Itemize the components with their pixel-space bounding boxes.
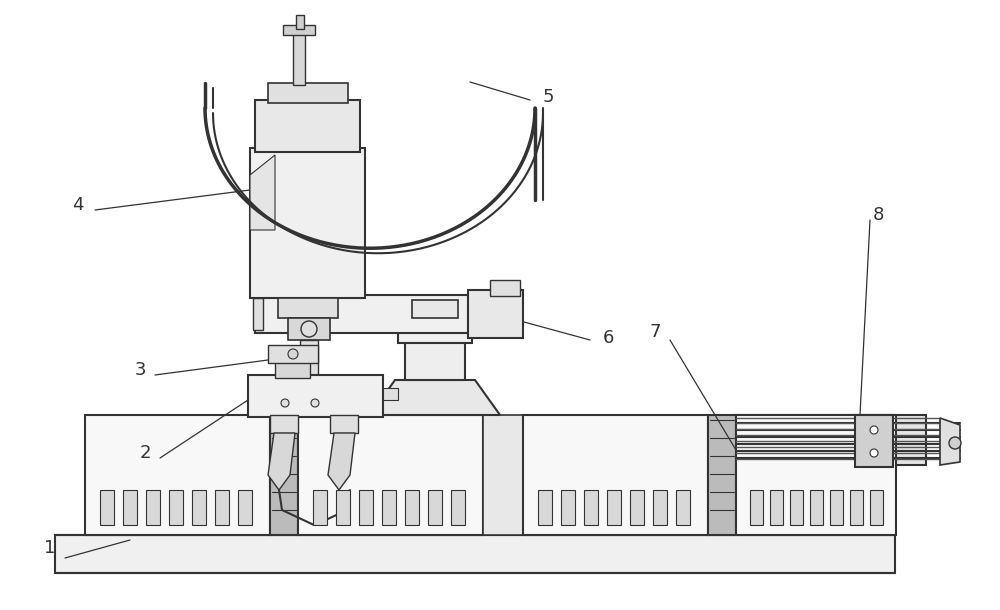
Bar xyxy=(736,415,896,535)
Bar xyxy=(870,490,883,525)
Bar xyxy=(55,535,895,573)
Bar xyxy=(382,490,396,525)
Bar xyxy=(253,298,263,330)
Bar xyxy=(298,415,483,535)
Bar xyxy=(653,490,667,525)
Polygon shape xyxy=(328,433,355,490)
Bar xyxy=(255,100,360,152)
Bar xyxy=(451,490,465,525)
Bar xyxy=(270,415,298,535)
Bar xyxy=(468,290,523,338)
Bar xyxy=(483,415,523,535)
Bar xyxy=(270,415,298,433)
Circle shape xyxy=(870,449,878,457)
Bar xyxy=(830,490,843,525)
Bar xyxy=(85,415,270,535)
Bar xyxy=(405,340,465,380)
Text: 7: 7 xyxy=(649,323,661,341)
Bar xyxy=(268,83,348,103)
Circle shape xyxy=(870,426,878,434)
Bar xyxy=(248,375,383,417)
Bar xyxy=(359,490,373,525)
Bar xyxy=(255,295,485,333)
Bar xyxy=(412,300,458,318)
Bar xyxy=(296,15,304,29)
Bar xyxy=(736,415,926,465)
Bar xyxy=(561,490,575,525)
Bar xyxy=(238,490,252,525)
Bar xyxy=(293,30,305,85)
Polygon shape xyxy=(268,433,295,490)
Bar xyxy=(405,490,419,525)
Bar xyxy=(630,490,644,525)
Bar xyxy=(250,148,365,298)
Circle shape xyxy=(281,399,289,407)
Bar xyxy=(268,345,318,363)
Bar xyxy=(428,490,442,525)
Circle shape xyxy=(949,437,961,449)
Bar xyxy=(192,490,206,525)
Circle shape xyxy=(311,399,319,407)
Bar xyxy=(490,280,520,296)
Bar xyxy=(330,415,358,433)
Bar xyxy=(275,360,310,378)
Text: 4: 4 xyxy=(72,196,84,214)
Bar xyxy=(146,490,160,525)
Bar xyxy=(523,415,708,535)
Bar xyxy=(750,490,763,525)
Bar xyxy=(283,25,315,35)
Bar xyxy=(313,490,327,525)
Bar xyxy=(100,490,114,525)
Bar xyxy=(288,318,330,340)
Text: 8: 8 xyxy=(872,206,884,224)
Text: 3: 3 xyxy=(134,361,146,379)
Bar xyxy=(708,415,736,535)
Bar xyxy=(607,490,621,525)
Polygon shape xyxy=(370,380,500,415)
Text: 2: 2 xyxy=(139,444,151,462)
Bar xyxy=(169,490,183,525)
Bar xyxy=(398,315,472,343)
Text: 5: 5 xyxy=(542,88,554,106)
Bar xyxy=(790,490,803,525)
Bar xyxy=(278,298,338,318)
Bar xyxy=(215,490,229,525)
Text: 1: 1 xyxy=(44,539,56,557)
Bar xyxy=(538,490,552,525)
Bar xyxy=(676,490,690,525)
Circle shape xyxy=(301,321,317,337)
Bar xyxy=(123,490,137,525)
Bar xyxy=(300,340,318,378)
Bar xyxy=(383,388,398,400)
Circle shape xyxy=(288,349,298,359)
Polygon shape xyxy=(250,155,275,230)
Bar xyxy=(770,490,783,525)
Bar xyxy=(336,490,350,525)
Bar xyxy=(584,490,598,525)
Bar xyxy=(292,355,300,375)
Bar xyxy=(850,490,863,525)
Bar xyxy=(810,490,823,525)
Text: 6: 6 xyxy=(602,329,614,347)
Bar xyxy=(855,415,893,467)
Polygon shape xyxy=(940,418,960,465)
